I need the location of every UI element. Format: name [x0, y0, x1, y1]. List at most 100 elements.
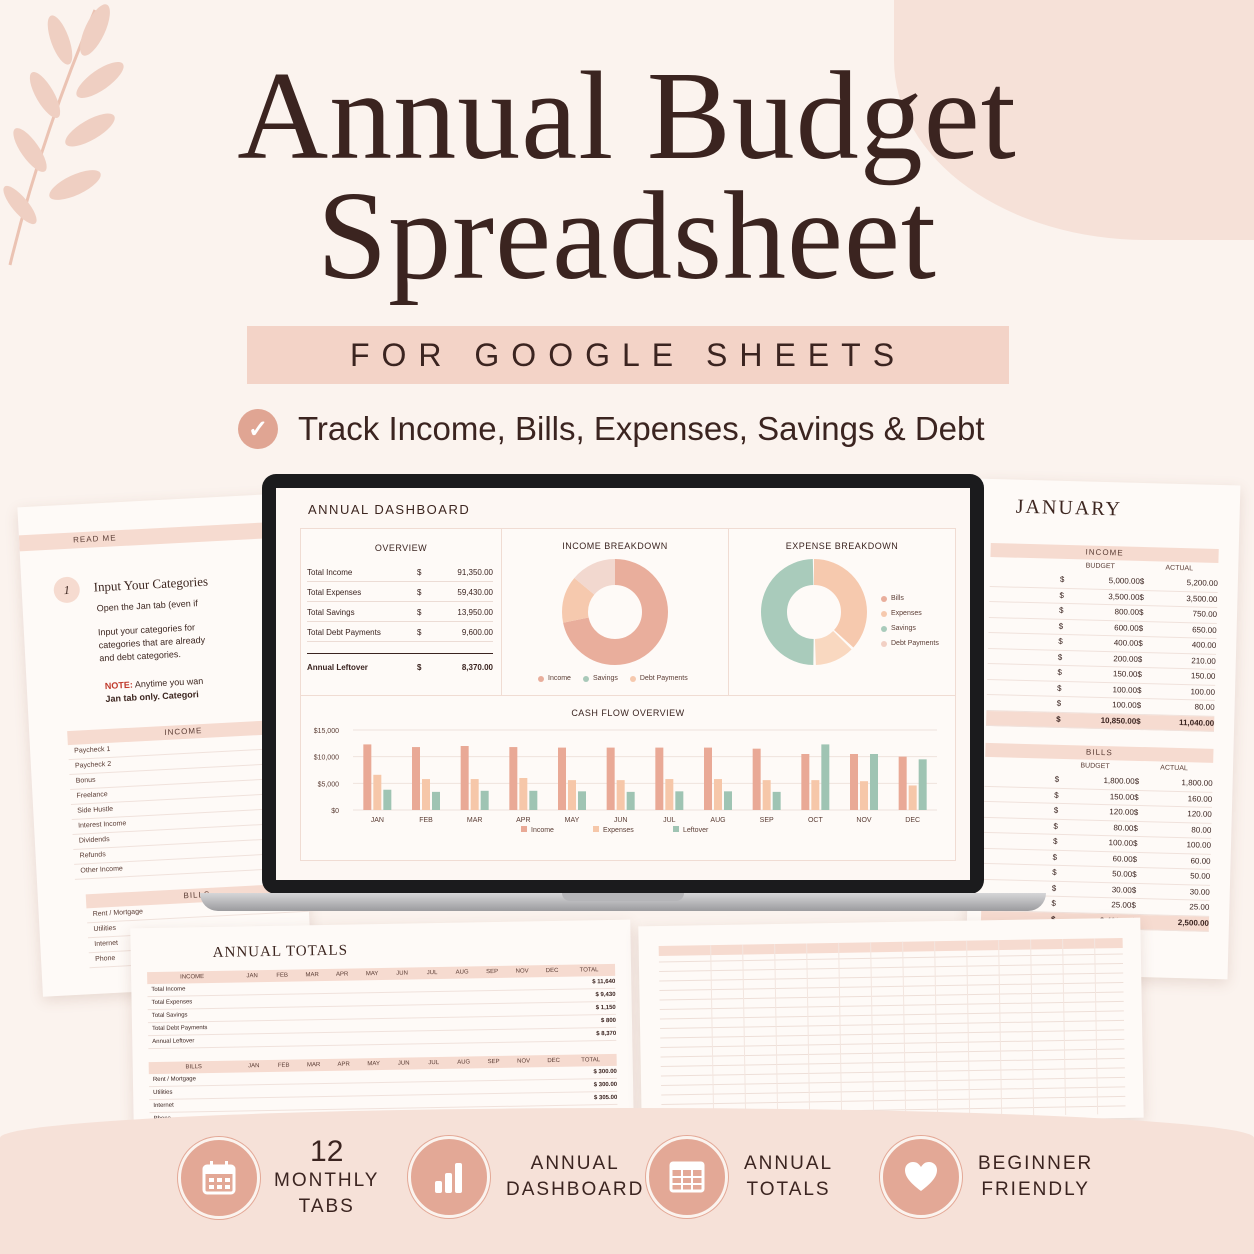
bar-income-mar	[460, 746, 469, 810]
legend-savings: Savings	[891, 625, 916, 632]
x-tick-label: OCT	[808, 817, 824, 824]
bar-income-nov	[850, 754, 858, 810]
january-cell: $	[1132, 838, 1138, 848]
bar-expenses-jun	[616, 780, 625, 810]
at-income-row-label: Annual Leftover	[152, 1038, 195, 1046]
feature-line-2: DASHBOARD	[506, 1179, 645, 1200]
month-header: JUN	[397, 1060, 410, 1067]
january-cell: 210.00	[1191, 655, 1216, 666]
january-cell: 600.00	[1114, 622, 1139, 633]
at-income-row-total: $ 11,640	[592, 978, 616, 986]
title-line-2: Spreadsheet	[317, 167, 937, 306]
january-cell: $	[1052, 867, 1057, 877]
january-cell: $	[1138, 638, 1143, 649]
grid-rule	[658, 953, 1123, 963]
january-cell: $	[1056, 698, 1062, 708]
at-bills-row-total: $ 300.00	[593, 1068, 617, 1076]
savings-slice	[761, 559, 867, 665]
january-cell: 3,500.00	[1186, 593, 1218, 604]
january-cell: 150.00	[1109, 791, 1135, 802]
dashboard-view: ANNUAL DASHBOARD OVERVIEW Total Income $9…	[276, 488, 970, 880]
january-cell: 2,500.00	[1177, 917, 1210, 928]
bar-income-aug	[704, 747, 712, 810]
legend-bills: Bills	[891, 595, 904, 602]
january-cell: $	[1056, 714, 1061, 724]
january-cell: 60.00	[1112, 853, 1133, 864]
bar-leftover-aug	[724, 791, 732, 810]
expense-legend: Bills Expenses Savings Debt Payments	[881, 595, 939, 647]
bar-income-dec	[898, 756, 907, 810]
grid-col-rule	[710, 945, 715, 1122]
grid-rule	[659, 1010, 1124, 1020]
month-header: JAN	[247, 1063, 260, 1070]
grid-col-rule	[1094, 938, 1099, 1115]
month-header: JUL	[428, 1060, 440, 1067]
y-tick-label: $15,000	[314, 728, 339, 735]
overview-value: 9,600.00	[461, 627, 493, 637]
legend-label: Income	[531, 827, 554, 834]
bar-expenses-apr	[519, 778, 528, 810]
january-cell: $	[1131, 900, 1136, 910]
overview-label: Total Debt Payments	[307, 627, 381, 637]
step-number: 1	[53, 576, 81, 604]
bar-leftover-jun	[626, 791, 635, 810]
at-income-row-total: $ 9,430	[595, 991, 616, 999]
january-cell: 200.00	[1113, 653, 1138, 664]
month-header: AUG	[455, 969, 469, 976]
grid-col-rule	[742, 944, 747, 1121]
leaf-branch-icon	[3, 4, 124, 266]
bar-income-jan	[363, 744, 372, 810]
january-cell: 750.00	[1192, 609, 1218, 619]
bar-chart-icon	[408, 1136, 490, 1218]
grid-rule	[659, 972, 1124, 982]
grid-col-rule	[1062, 938, 1067, 1115]
bar-leftover-dec	[918, 759, 927, 810]
at-bills-row-label: Rent / Mortgage	[152, 1076, 197, 1084]
grid-rule	[659, 991, 1124, 1001]
bar-expenses-mar	[470, 779, 479, 810]
grid-rule	[660, 1048, 1125, 1058]
january-cell: 60.00	[1190, 855, 1211, 866]
income-donut	[562, 559, 668, 665]
january-cell: $	[1139, 592, 1145, 602]
january-cell: 10,850.00	[1100, 715, 1137, 726]
step-title: Input Your Categories	[93, 573, 209, 595]
feature-line-1: ANNUAL	[530, 1153, 620, 1174]
legend-debt: Debt Payments	[639, 675, 688, 682]
overview-row: Total Income $91,350.00	[307, 563, 493, 582]
grid-col-rule	[870, 942, 875, 1119]
bar-leftover-may	[578, 791, 586, 810]
x-tick-label: APR	[516, 817, 530, 824]
cash-flow-panel: CASH FLOW OVERVIEW $15,000 $10,000 $5,000 $…	[300, 695, 956, 861]
at-bills-row-label: Internet	[153, 1102, 174, 1110]
bar-leftover-jul	[675, 791, 684, 810]
legend-label: Expenses	[603, 827, 634, 834]
x-tick-label: MAY	[565, 817, 580, 824]
y-tick-label: $0	[331, 808, 339, 815]
overview-panel: OVERVIEW Total Income $91,350.00 Total Exp…	[300, 528, 502, 696]
feature-line-1: MONTHLY	[274, 1170, 380, 1191]
january-cell: $	[1051, 883, 1057, 893]
annual-totals-income-table: INCOME JAN FEB MAR APR MAY JUN JUL AUG SEP NOV DEC T…	[147, 963, 617, 1050]
feature-line-1: ANNUAL	[744, 1153, 834, 1174]
month-header: DEC	[545, 967, 559, 975]
january-cell: $	[1134, 776, 1140, 786]
grid-col-rule	[838, 942, 843, 1119]
overview-row: Total Debt Payments $9,600.00	[307, 623, 493, 642]
overview-row: Total Expenses $59,430.00	[307, 583, 493, 602]
total-header: TOTAL	[581, 1057, 601, 1064]
january-cell: 400.00	[1113, 638, 1139, 648]
january-cell: $	[1136, 685, 1142, 695]
x-tick-label: JUL	[663, 817, 676, 824]
january-cell: 120.00	[1109, 807, 1134, 817]
readme-line-1: Open the Jan tab (even if	[96, 598, 198, 614]
january-cell: $	[1136, 716, 1141, 726]
y-tick-label: $5,000	[318, 781, 340, 788]
grid-rule	[659, 962, 1124, 973]
annual-totals-sheet: ANNUAL TOTALS INCOME JAN FEB MAR APR MAY JUN JU…	[130, 919, 634, 1129]
bar-expenses-sep	[762, 780, 771, 810]
overview-currency: $	[417, 587, 422, 597]
january-cell: $	[1053, 821, 1059, 831]
legend-dot	[629, 675, 636, 682]
readme-line-4: and debt categories.	[99, 649, 182, 664]
